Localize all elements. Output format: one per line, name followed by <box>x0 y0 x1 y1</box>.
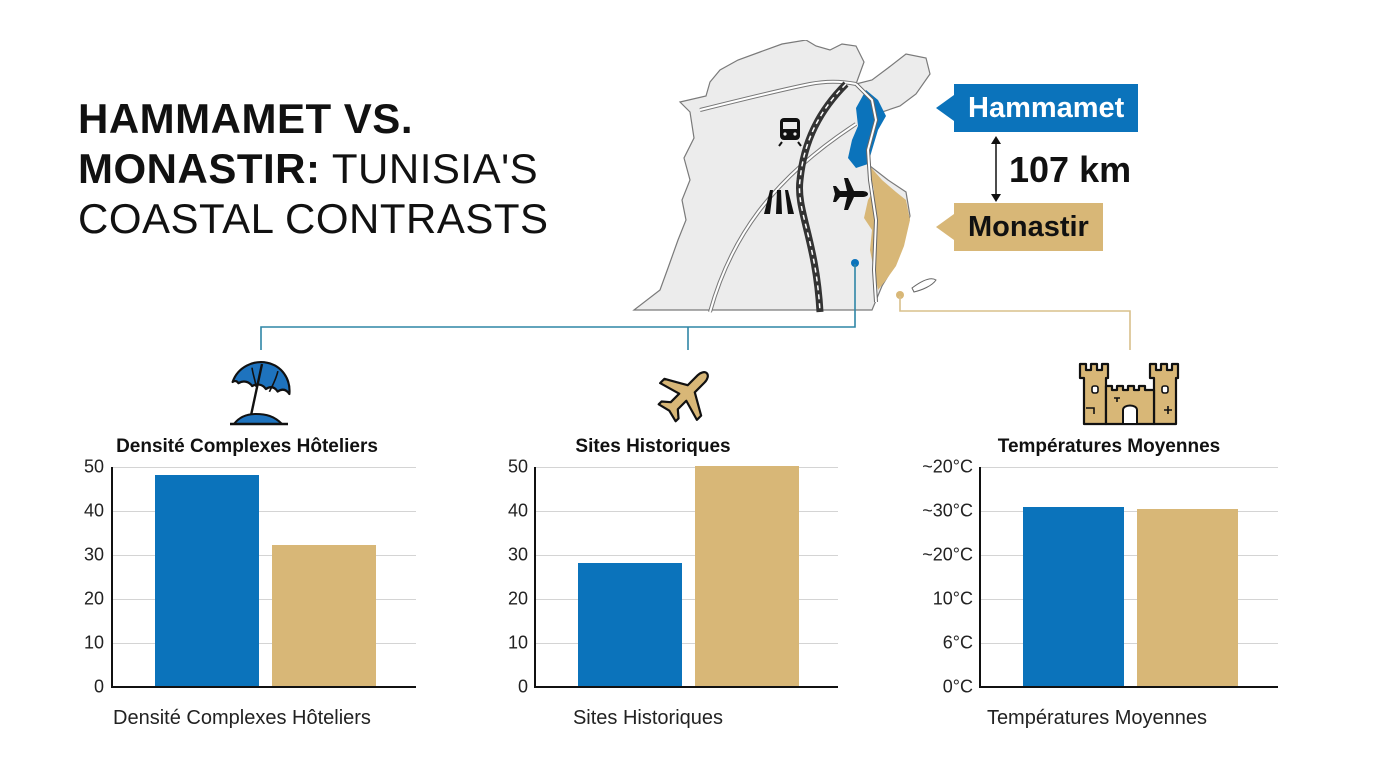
monastir-connector-dot <box>896 291 904 299</box>
title-line-2-light: TUNISIA'S <box>320 145 539 192</box>
y-tick: 30 <box>83 544 104 565</box>
plot-area <box>534 466 838 688</box>
bar-monastir <box>695 466 799 686</box>
y-tick: 10 <box>507 632 528 653</box>
distance-label: 107 km <box>1009 149 1132 190</box>
hammamet-region <box>848 90 886 168</box>
bar-monastir <box>1137 509 1238 686</box>
x-axis-label: Températures Moyennes <box>986 707 1208 729</box>
y-tick: 20 <box>507 588 528 609</box>
y-tick: 30 <box>507 544 528 565</box>
distance-arrow-icon <box>991 136 1001 202</box>
hammamet-callout: Hammamet <box>954 84 1139 132</box>
x-axis-label: Densité Complexes Hôteliers <box>113 707 371 729</box>
y-tick: 40 <box>83 500 104 521</box>
title-line-2: MONASTIR: TUNISIA'S <box>78 144 598 194</box>
chart-title: Températures Moyennes <box>997 436 1221 457</box>
chart-title: Densité Complexes Hôteliers <box>116 436 378 457</box>
airplane-icon <box>657 371 709 423</box>
monastir-callout: Monastir <box>954 203 1103 251</box>
title-line-1: HAMMAMET VS. <box>78 95 413 142</box>
y-tick: 0 <box>93 676 104 697</box>
bar-hammamet <box>1023 507 1124 686</box>
map-airplane-icon <box>833 178 868 210</box>
y-tick: ~20°C <box>922 544 973 565</box>
y-tick: ~30°C <box>922 500 973 521</box>
y-tick: 10 <box>83 632 104 653</box>
y-tick: 20 <box>83 588 104 609</box>
map-graphic <box>632 39 937 313</box>
x-axis-label: Sites Historiques <box>572 707 724 729</box>
y-tick: 6°C <box>942 632 973 653</box>
y-tick: 0 <box>517 676 528 697</box>
page-title: HAMMAMET VS. MONASTIR: TUNISIA'S COASTAL… <box>78 94 598 244</box>
y-tick: ~20°C <box>922 456 973 477</box>
bar-monastir <box>272 545 376 686</box>
chart-title: Sites Historiques <box>575 436 731 457</box>
highway-icon <box>764 190 794 214</box>
y-tick: 0°C <box>942 676 973 697</box>
train-icon <box>778 118 802 147</box>
title-line-3: COASTAL CONTRASTS <box>78 195 549 242</box>
hammamet-connector-dot <box>851 259 859 267</box>
bar-hammamet <box>578 563 682 686</box>
y-tick: 50 <box>507 456 528 477</box>
y-tick: 10°C <box>932 588 973 609</box>
chart-historic-sites: Sites Historiques 50 40 30 20 10 0 Sites… <box>498 436 838 736</box>
chart-hotel-density: Densité Complexes Hôteliers 50 40 30 20 … <box>52 436 432 736</box>
islet <box>911 278 937 293</box>
tunisia-coast-map <box>620 39 960 320</box>
plot-area <box>111 467 416 688</box>
beach-umbrella-icon <box>230 361 291 426</box>
castle-icon <box>1078 362 1180 426</box>
y-tick: 40 <box>507 500 528 521</box>
plot-area <box>979 467 1278 688</box>
y-tick: 50 <box>83 456 104 477</box>
bar-hammamet <box>155 475 259 686</box>
title-line-2-bold: MONASTIR: <box>78 145 321 192</box>
chart-average-temperatures: Températures Moyennes ~20°C ~30°C ~20°C … <box>912 436 1282 736</box>
